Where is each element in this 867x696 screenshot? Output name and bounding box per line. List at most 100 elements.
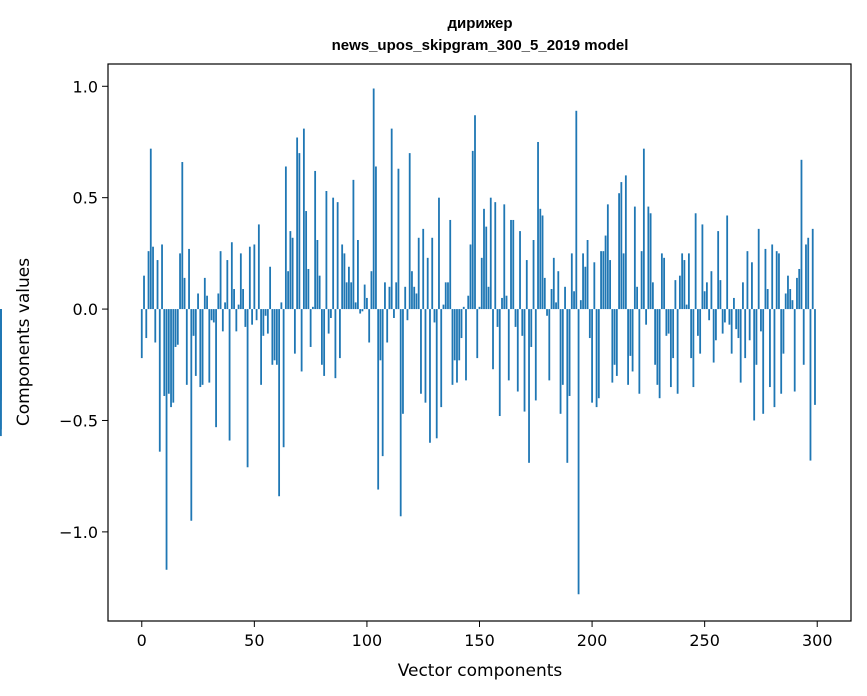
bar	[577, 309, 580, 595]
bar	[480, 257, 483, 310]
bar	[273, 309, 276, 361]
bar	[320, 309, 323, 365]
bar	[525, 260, 528, 310]
bar	[672, 309, 675, 359]
bar	[228, 309, 231, 441]
bar	[354, 302, 357, 310]
bar	[345, 282, 348, 310]
bar	[566, 309, 569, 463]
bar	[807, 237, 810, 310]
bar	[314, 170, 317, 310]
bar	[271, 309, 274, 365]
bar	[143, 275, 145, 310]
bar	[287, 271, 290, 310]
bar	[343, 253, 346, 310]
bar	[597, 309, 600, 399]
bar	[746, 251, 749, 310]
bar	[413, 286, 416, 310]
bar	[291, 237, 294, 310]
bar	[393, 309, 395, 318]
bar	[379, 309, 382, 361]
x-tick-label: 250	[689, 631, 720, 650]
bar	[751, 262, 753, 310]
bar	[528, 309, 530, 463]
bar	[372, 88, 375, 310]
bar	[780, 309, 783, 394]
bar	[152, 246, 154, 310]
bar	[244, 309, 247, 327]
bar	[192, 309, 195, 336]
bar	[260, 309, 262, 385]
bar	[602, 251, 605, 310]
bar	[230, 242, 233, 310]
bar	[197, 293, 199, 310]
bar	[523, 309, 526, 412]
bar	[744, 309, 747, 359]
bar	[433, 309, 436, 323]
bar	[330, 309, 332, 318]
bar	[534, 309, 537, 401]
chart-title-line-2: news_upos_skipgram_300_5_2019 model	[332, 37, 629, 54]
y-axis-ticks: −1.0 −0.5 0.0 0.5 1.0	[59, 77, 108, 542]
bar	[388, 286, 391, 310]
bar	[206, 295, 208, 310]
bar	[503, 204, 506, 310]
bar	[226, 260, 229, 310]
bar	[451, 309, 454, 385]
bar	[582, 253, 584, 310]
bar	[494, 202, 497, 310]
bar	[316, 240, 319, 310]
bar	[246, 309, 249, 468]
bar	[264, 309, 267, 316]
bar	[188, 248, 190, 310]
bar	[762, 309, 765, 414]
bar	[474, 115, 476, 310]
bar	[685, 304, 688, 310]
bar	[510, 219, 512, 310]
bar	[573, 291, 575, 310]
bar	[789, 289, 792, 310]
bar	[721, 309, 724, 334]
bar	[611, 309, 614, 383]
bar	[809, 309, 812, 461]
bar	[438, 197, 440, 310]
bar	[735, 309, 738, 330]
bar	[469, 244, 472, 310]
bar	[255, 309, 258, 321]
bar	[348, 266, 350, 310]
bar	[397, 168, 400, 310]
bar	[489, 197, 492, 310]
bar	[674, 280, 677, 310]
bar	[341, 244, 344, 310]
bar	[579, 300, 582, 310]
bar	[730, 309, 733, 354]
bar	[350, 282, 353, 310]
bar	[199, 309, 202, 388]
bar	[645, 309, 648, 325]
bar	[449, 219, 452, 310]
bar	[442, 304, 445, 310]
bar	[769, 309, 771, 388]
bar	[728, 309, 731, 325]
bar	[417, 237, 420, 310]
bar	[629, 309, 632, 356]
bar	[203, 277, 206, 310]
bar	[636, 286, 639, 310]
bar	[370, 271, 373, 310]
bar	[325, 191, 328, 310]
bar	[733, 297, 735, 310]
bar	[453, 309, 456, 361]
plot-frame	[107, 63, 852, 622]
y-tick-label: −1.0	[59, 523, 98, 542]
bar	[467, 295, 470, 310]
bar	[476, 309, 479, 359]
bar	[519, 231, 521, 310]
bar	[163, 309, 166, 396]
bar	[332, 197, 335, 310]
bars-group	[0, 88, 816, 595]
bar	[402, 309, 404, 414]
bar	[176, 309, 179, 345]
bar	[447, 282, 449, 310]
bar	[627, 309, 629, 385]
bar	[600, 251, 602, 310]
